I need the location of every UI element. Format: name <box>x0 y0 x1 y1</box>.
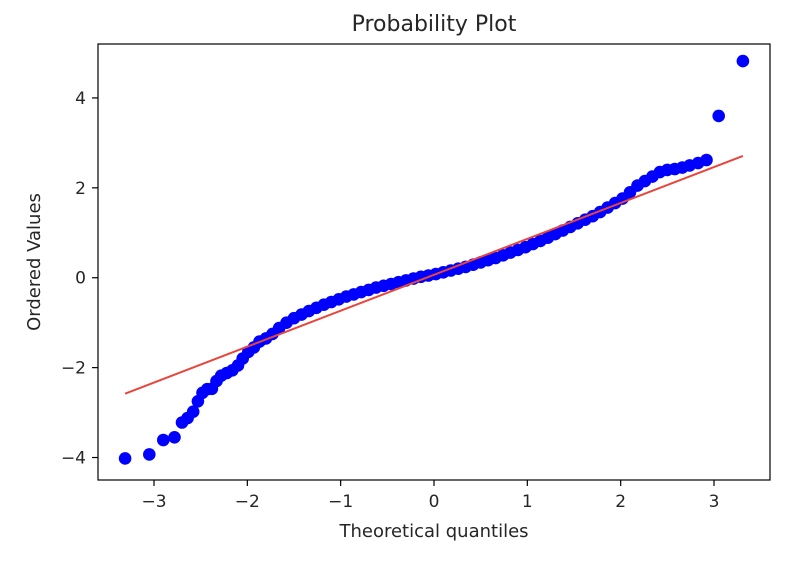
plot-area: −3 −2 −1 0 1 2 3 −4 −2 0 2 4 <box>61 43 771 512</box>
x-axis-ticks: −3 −2 −1 0 1 2 3 <box>141 480 719 512</box>
data-points <box>118 54 750 465</box>
x-tick-label: 3 <box>709 492 720 512</box>
y-tick-label: 4 <box>75 89 86 109</box>
y-tick-label: −2 <box>61 359 86 379</box>
y-axis-label: Ordered Values <box>24 193 45 331</box>
chart-title: Probability Plot <box>352 12 517 37</box>
y-tick-label: 2 <box>75 179 86 199</box>
x-tick-label: 1 <box>522 492 533 512</box>
x-axis-label: Theoretical quantiles <box>338 521 528 542</box>
axes-frame <box>97 43 771 481</box>
data-point <box>143 448 156 461</box>
data-point <box>700 153 713 167</box>
data-point <box>736 54 750 68</box>
x-tick-label: 2 <box>615 492 626 512</box>
y-tick-label: 0 <box>75 269 86 289</box>
fit-line <box>124 154 744 395</box>
x-tick-label: −2 <box>235 492 260 512</box>
x-tick-label: −3 <box>141 492 166 512</box>
data-point <box>186 405 200 419</box>
data-point <box>168 431 181 444</box>
data-point <box>712 109 725 123</box>
data-point <box>118 452 132 465</box>
x-tick-label: 0 <box>429 492 440 512</box>
x-tick-label: −1 <box>328 492 353 512</box>
data-point <box>157 433 170 447</box>
y-axis-ticks: −4 −2 0 2 4 <box>61 89 98 469</box>
y-tick-label: −4 <box>61 449 86 469</box>
